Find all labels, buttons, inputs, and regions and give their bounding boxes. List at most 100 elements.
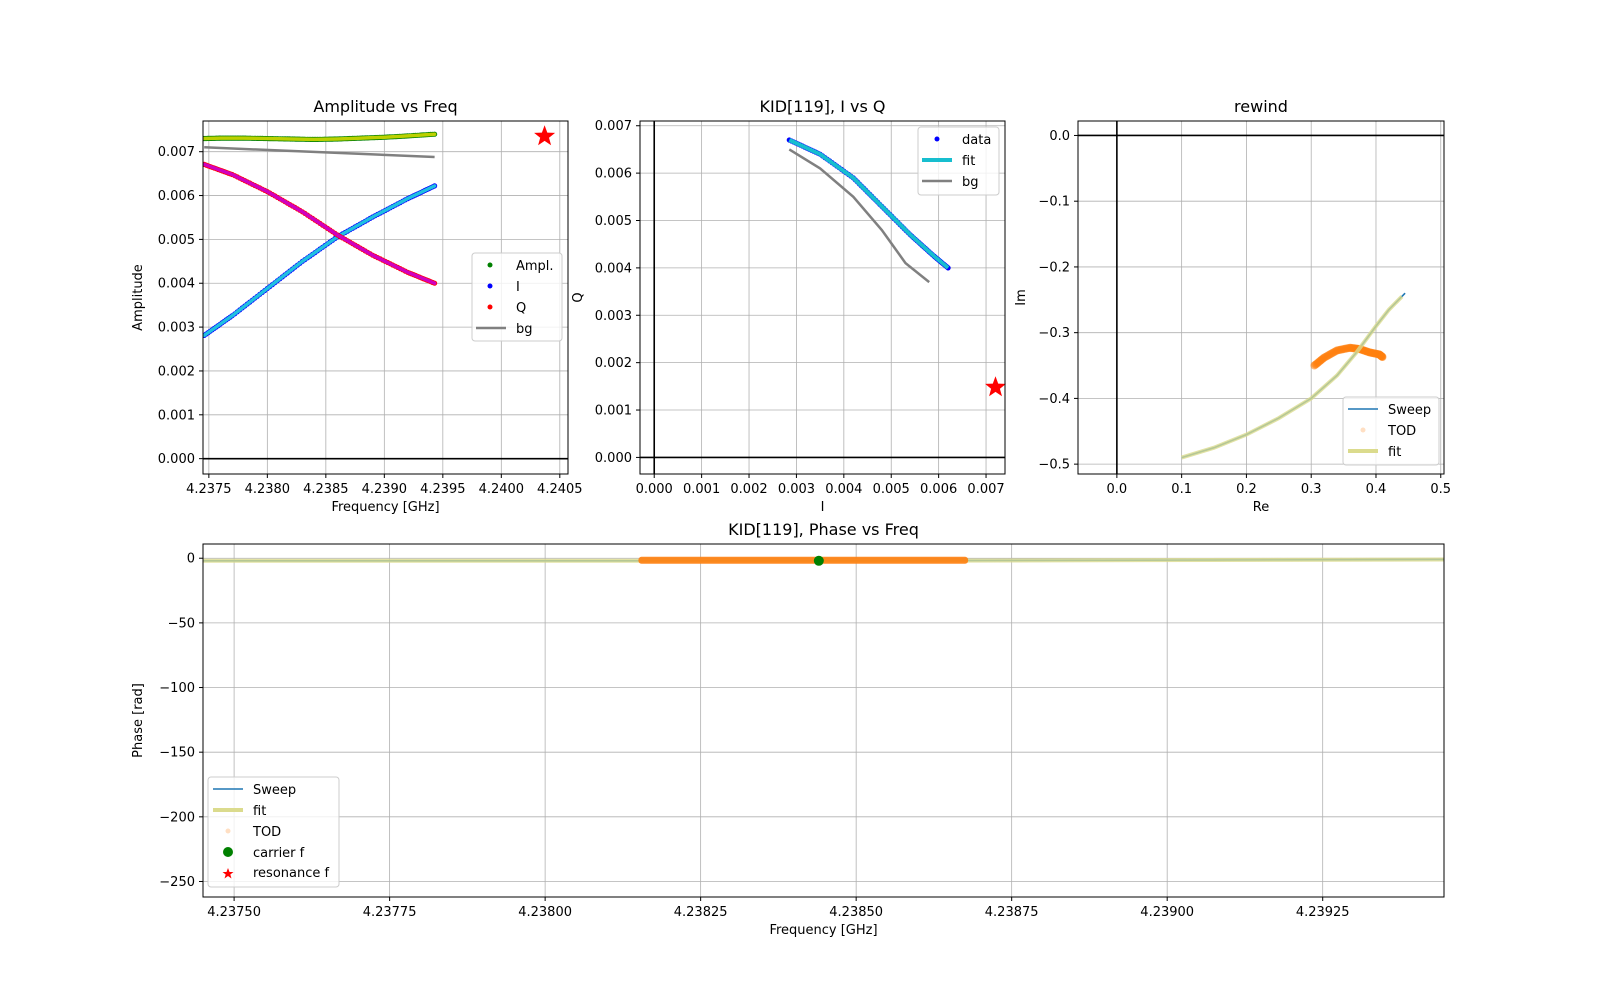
amplitude-panel: 4.2375 4.2380 4.2385 4.2390 4.2395 4.2400 4.24…: [131, 97, 583, 515]
amp-ytick-label: 0.005: [158, 233, 195, 248]
rewind-xtick-label: 0.3: [1301, 482, 1322, 497]
rewind-panel: 0.0 0.1 0.2 0.3 0.4 0.5 0.0 −0.1 −0.2 −0.3 −0.4 −0.…: [1014, 97, 1451, 515]
iq-marks: [786, 137, 951, 284]
rewind-xtick-label: 0.4: [1366, 482, 1387, 497]
rewind-ytick-label: 0.0: [1049, 129, 1070, 144]
rewind-ytick-label: −0.1: [1038, 195, 1070, 210]
rewind-xtick-label: 0.5: [1430, 482, 1451, 497]
phase-legend-fit: fit: [253, 804, 266, 819]
phase-ytick-label: −200: [159, 810, 195, 825]
iq-xtick-label: 0.006: [920, 482, 957, 497]
amp-series-q-overlay: [203, 162, 437, 285]
amp-ticks: 4.2375 4.2380 4.2385 4.2390 4.2395 4.2400 4.24…: [158, 145, 583, 497]
rewind-marks: [1181, 292, 1406, 460]
iq-legend-bg: bg: [962, 175, 979, 190]
amp-series-ampl--overlay: [203, 132, 437, 142]
iq-xtick-label: 0.003: [778, 482, 815, 497]
amp-frame: [202, 120, 569, 475]
amp-xtick-label: 4.2400: [479, 482, 525, 497]
phase-ytick-label: −250: [159, 875, 195, 890]
rewind-ytick-label: −0.3: [1038, 326, 1070, 341]
amp-xtick-label: 4.2375: [186, 482, 232, 497]
rewind-legend-tod-swatch: [1360, 427, 1366, 433]
phase-panel: 4.23750 4.23775 4.23800 4.23825 4.23850 4.238…: [131, 520, 1445, 938]
rewind-ticks: 0.0 0.1 0.2 0.3 0.4 0.5 0.0 −0.1 −0.2 −0.3 −0.4 −0.…: [1038, 129, 1451, 497]
rewind-series-fit: [1181, 295, 1404, 460]
amp-xtick-label: 4.2390: [362, 482, 408, 497]
rewind-xtick-label: 0.1: [1171, 482, 1192, 497]
phase-legend-carrier: carrier f: [253, 846, 305, 861]
phase-xtick-label: 4.23875: [985, 905, 1039, 920]
iq-ticks: 0.000 0.001 0.002 0.003 0.004 0.005 0.006 0.007…: [595, 119, 1005, 497]
rewind-ytick-label: −0.2: [1038, 260, 1070, 275]
rewind-series-tod-point: [1378, 353, 1387, 361]
amp-series-i: [203, 183, 438, 338]
rewind-legend-sweep: Sweep: [1388, 403, 1431, 418]
iq-series-fit: [788, 138, 950, 270]
iq-panel: 0.000 0.001 0.002 0.003 0.004 0.005 0.006 0.007…: [571, 97, 1006, 515]
iq-ytick-label: 0.007: [595, 119, 632, 134]
iq-ytick-label: 0.003: [595, 309, 632, 324]
amp-ytick-label: 0.003: [158, 321, 195, 336]
amp-ytick-label: 0.006: [158, 189, 195, 204]
amp-series-bg: [204, 146, 435, 159]
phase-ytick-label: −100: [159, 681, 195, 696]
iq-xtick-label: 0.004: [825, 482, 862, 497]
iq-legend-box: [917, 126, 1000, 196]
rewind-legend-tod: TOD: [1387, 424, 1416, 439]
iq-ytick-label: 0.005: [595, 214, 632, 229]
amp-ytick-label: 0.000: [158, 452, 195, 467]
iq-title: KID[119], I vs Q: [759, 97, 885, 116]
amp-legend-box: [471, 252, 563, 342]
phase-xtick-label: 4.23850: [829, 905, 883, 920]
phase-legend-resonance: resonance f: [253, 866, 330, 881]
phase-xtick-label: 4.23900: [1140, 905, 1194, 920]
phase-legend-tod-swatch: [225, 828, 231, 834]
amp-legend-q: Q: [516, 301, 526, 316]
rewind-legend-box: [1342, 396, 1440, 466]
phase-xtick-label: 4.23775: [363, 905, 417, 920]
phase-xtick-label: 4.23925: [1296, 905, 1350, 920]
rewind-xlabel: Re: [1253, 500, 1269, 515]
amp-series-ampl-: [203, 131, 438, 142]
amp-ytick-label: 0.007: [158, 145, 195, 160]
phase-series-carrier-f-marker: [813, 555, 824, 566]
rewind-zero-lines: [1078, 121, 1444, 474]
amp-xtick-label: 4.2385: [303, 482, 349, 497]
phase-legend-resonance-swatch: [222, 868, 234, 879]
iq-zero-lines: [640, 121, 1005, 474]
phase-ylabel: Phase [rad]: [131, 683, 146, 758]
phase-series-tod: [638, 556, 969, 564]
amp-resonance-star: [534, 125, 556, 146]
phase-ticks: 4.23750 4.23775 4.23800 4.23825 4.23850 4.238…: [159, 552, 1349, 920]
rewind-title: rewind: [1234, 97, 1288, 116]
rewind-ytick-label: −0.4: [1038, 392, 1070, 407]
phase-legend: Sweep fit TOD carrier f resonance f: [207, 776, 340, 888]
phase-ytick-label: −150: [159, 746, 195, 761]
phase-xtick-label: 4.23800: [518, 905, 572, 920]
iq-ytick-label: 0.006: [595, 167, 632, 182]
phase-ytick-label: −50: [168, 616, 195, 631]
iq-resonance-star: [985, 376, 1006, 397]
iq-legend-data: data: [962, 133, 991, 148]
amp-ytick-label: 0.002: [158, 364, 195, 379]
iq-frame: [639, 120, 1006, 475]
amp-marks: [203, 131, 438, 338]
phase-legend-tod: TOD: [252, 825, 281, 840]
iq-ytick-label: 0.000: [595, 451, 632, 466]
iq-xtick-label: 0.000: [636, 482, 673, 497]
phase-legend-sweep: Sweep: [253, 783, 296, 798]
amp-series-q: [203, 161, 438, 286]
iq-legend-data-swatch: [934, 136, 940, 142]
rewind-legend: Sweep TOD fit: [1342, 396, 1440, 466]
rewind-legend-fit: fit: [1388, 445, 1401, 460]
iq-xtick-label: 0.001: [683, 482, 720, 497]
rewind-xtick-label: 0.0: [1107, 482, 1128, 497]
phase-xtick-label: 4.23750: [207, 905, 261, 920]
amp-series-i-overlay: [203, 184, 437, 338]
iq-ytick-label: 0.001: [595, 404, 632, 419]
phase-frame: [202, 543, 1445, 898]
amp-legend-bg: bg: [516, 322, 533, 337]
iq-xtick-label: 0.002: [730, 482, 767, 497]
